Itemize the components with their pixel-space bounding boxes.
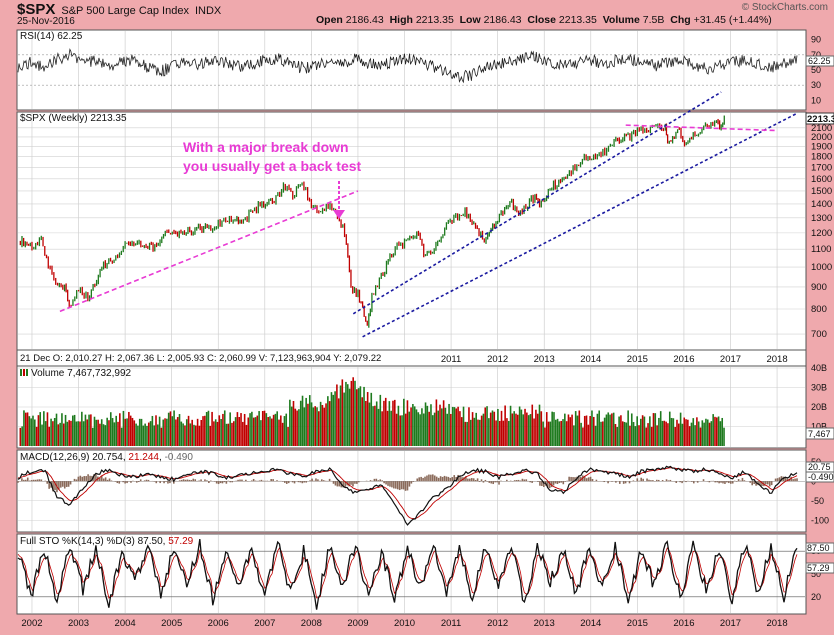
trendline xyxy=(59,190,359,313)
svg-text:62.25: 62.25 xyxy=(808,56,831,66)
symbol-title: $SPX S&P 500 Large Cap Index INDX xyxy=(17,1,222,18)
volume-tick-label: 30B xyxy=(811,383,827,393)
annotation-line1: With a major break down xyxy=(183,139,349,155)
x-tick-label: 2011 xyxy=(441,618,461,629)
svg-text:57.29: 57.29 xyxy=(807,563,830,573)
date-axis-label-top: 2013 xyxy=(534,354,555,365)
x-tick-label: 2007 xyxy=(254,618,275,629)
rsi-value-tag xyxy=(805,55,834,67)
price-tick-label: 1400 xyxy=(811,199,832,210)
macd-signal-line xyxy=(17,467,798,520)
rsi-tick-label: 10 xyxy=(811,95,821,105)
price-tick-label: 1500 xyxy=(811,186,832,197)
stockcharts-watermark: © StockCharts.com xyxy=(741,2,828,13)
x-tick-label: 2014 xyxy=(580,618,601,629)
volume-legend-up xyxy=(20,369,22,376)
rsi-panel xyxy=(16,29,807,111)
x-tick-label: 2012 xyxy=(487,618,508,629)
price-tick-label: 1300 xyxy=(811,213,832,224)
rsi-title: RSI(14) 62.25 xyxy=(20,31,83,42)
price-tick-label: 700 xyxy=(811,329,827,340)
date-axis-label-top: 2015 xyxy=(627,354,648,365)
x-tick-label: 2010 xyxy=(394,618,415,629)
x-tick-label: 2008 xyxy=(301,618,322,629)
price-tick-label: 1000 xyxy=(811,262,832,273)
volume-legend-up2 xyxy=(26,369,28,376)
sto-tick-label: 20 xyxy=(811,592,821,602)
trendline xyxy=(625,124,775,132)
x-tick-label: 2013 xyxy=(534,618,555,629)
x-tick-label: 2017 xyxy=(720,618,741,629)
x-tick-label: 2009 xyxy=(347,618,368,629)
price-tick-label: 800 xyxy=(811,304,827,315)
volume-tick-label: 40B xyxy=(811,363,827,373)
price-value-tag xyxy=(805,112,834,125)
rsi-tick-label: 90 xyxy=(811,35,821,45)
volume-tick-label: 10B xyxy=(811,422,827,432)
annotation-arrow-head xyxy=(333,210,345,219)
price-panel xyxy=(16,111,807,351)
macd-tick-label: -100 xyxy=(811,515,829,525)
volume-title: Volume 7,467,732,992 xyxy=(31,368,132,379)
price-tick-label: 1100 xyxy=(811,244,831,255)
x-tick-label: 2003 xyxy=(68,618,89,629)
svg-text:20.75: 20.75 xyxy=(808,462,831,472)
price-tick-label: 1700 xyxy=(811,162,832,173)
date-axis-label-top: 2011 xyxy=(441,354,461,365)
x-tick-label: 2006 xyxy=(208,618,229,629)
macd-line xyxy=(17,465,798,526)
price-tick-label: 2000 xyxy=(811,132,832,143)
sto-k-line xyxy=(17,539,798,610)
svg-text:-0.490: -0.490 xyxy=(808,472,834,482)
price-tick-label: 900 xyxy=(811,282,827,293)
svg-text:2213.35: 2213.35 xyxy=(807,114,834,125)
date-axis-label-top: 2014 xyxy=(580,354,601,365)
svg-text:87.50: 87.50 xyxy=(807,543,830,553)
chart-date: 25-Nov-2016 xyxy=(17,16,75,27)
crosshair-readout: 21 Dec O: 2,010.27 H: 2,067.36 L: 2,005.… xyxy=(20,353,381,364)
sto-d-line xyxy=(17,547,798,599)
date-axis-label-top: 2017 xyxy=(720,354,741,365)
rsi-tick-label: 50 xyxy=(811,65,821,75)
price-tick-label: 1200 xyxy=(811,228,832,239)
date-axis-label-top: 2012 xyxy=(487,354,508,365)
sto-tick-label: 50 xyxy=(811,569,821,579)
volume-value-tag xyxy=(805,427,834,440)
price-title: $SPX (Weekly) 2213.35 xyxy=(20,113,127,124)
price-tick-label: 1800 xyxy=(811,152,832,163)
x-tick-label: 2018 xyxy=(766,618,787,629)
date-axis-label-top: 2016 xyxy=(673,354,694,365)
macd-tick-label: -50 xyxy=(811,496,824,506)
macd-hist-tag xyxy=(805,471,834,483)
x-tick-label: 2016 xyxy=(673,618,694,629)
date-axis-label-top: 2018 xyxy=(766,354,787,365)
annotation-line2: you usually get a back test xyxy=(183,158,362,174)
x-tick-label: 2004 xyxy=(115,618,136,629)
x-tick-label: 2005 xyxy=(161,618,182,629)
x-tick-label: 2015 xyxy=(627,618,648,629)
trendline xyxy=(362,113,797,338)
sto-d-tag xyxy=(805,562,834,574)
price-tick-label: 2100 xyxy=(811,123,832,134)
sto-k-tag xyxy=(805,542,834,554)
svg-text:7,467: 7,467 xyxy=(808,429,831,439)
rsi-line xyxy=(17,48,798,84)
x-tick-label: 2002 xyxy=(21,618,42,629)
volume-legend-down xyxy=(23,369,25,376)
sto-title: Full STO %K(14,3) %D(3) 87.50, 57.29 xyxy=(20,536,194,547)
price-tick-label: 1900 xyxy=(811,142,832,153)
price-tick-label: 1600 xyxy=(811,174,832,185)
volume-tick-label: 20B xyxy=(811,402,827,412)
rsi-tick-label: 70 xyxy=(811,50,821,60)
trendline xyxy=(352,91,722,315)
rsi-tick-label: 30 xyxy=(811,80,821,90)
ohlc-summary: Open 2186.43 High 2213.35 Low 2186.43 Cl… xyxy=(316,14,772,26)
macd-title: MACD(12,26,9) 20.754, 21.244, -0.490 xyxy=(20,452,193,463)
chart-header: $SPX S&P 500 Large Cap Index INDX 25-Nov-2… xyxy=(0,0,834,30)
